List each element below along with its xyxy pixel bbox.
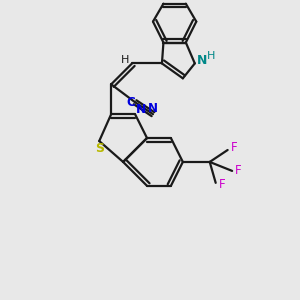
Text: S: S <box>95 142 104 155</box>
Text: C: C <box>126 96 135 109</box>
Text: H: H <box>120 56 129 65</box>
Text: N: N <box>197 54 207 67</box>
Text: N: N <box>148 102 158 115</box>
Text: H: H <box>207 51 215 61</box>
Text: N: N <box>136 103 146 116</box>
Text: F: F <box>236 164 242 177</box>
Text: F: F <box>231 141 238 154</box>
Text: F: F <box>219 178 226 191</box>
